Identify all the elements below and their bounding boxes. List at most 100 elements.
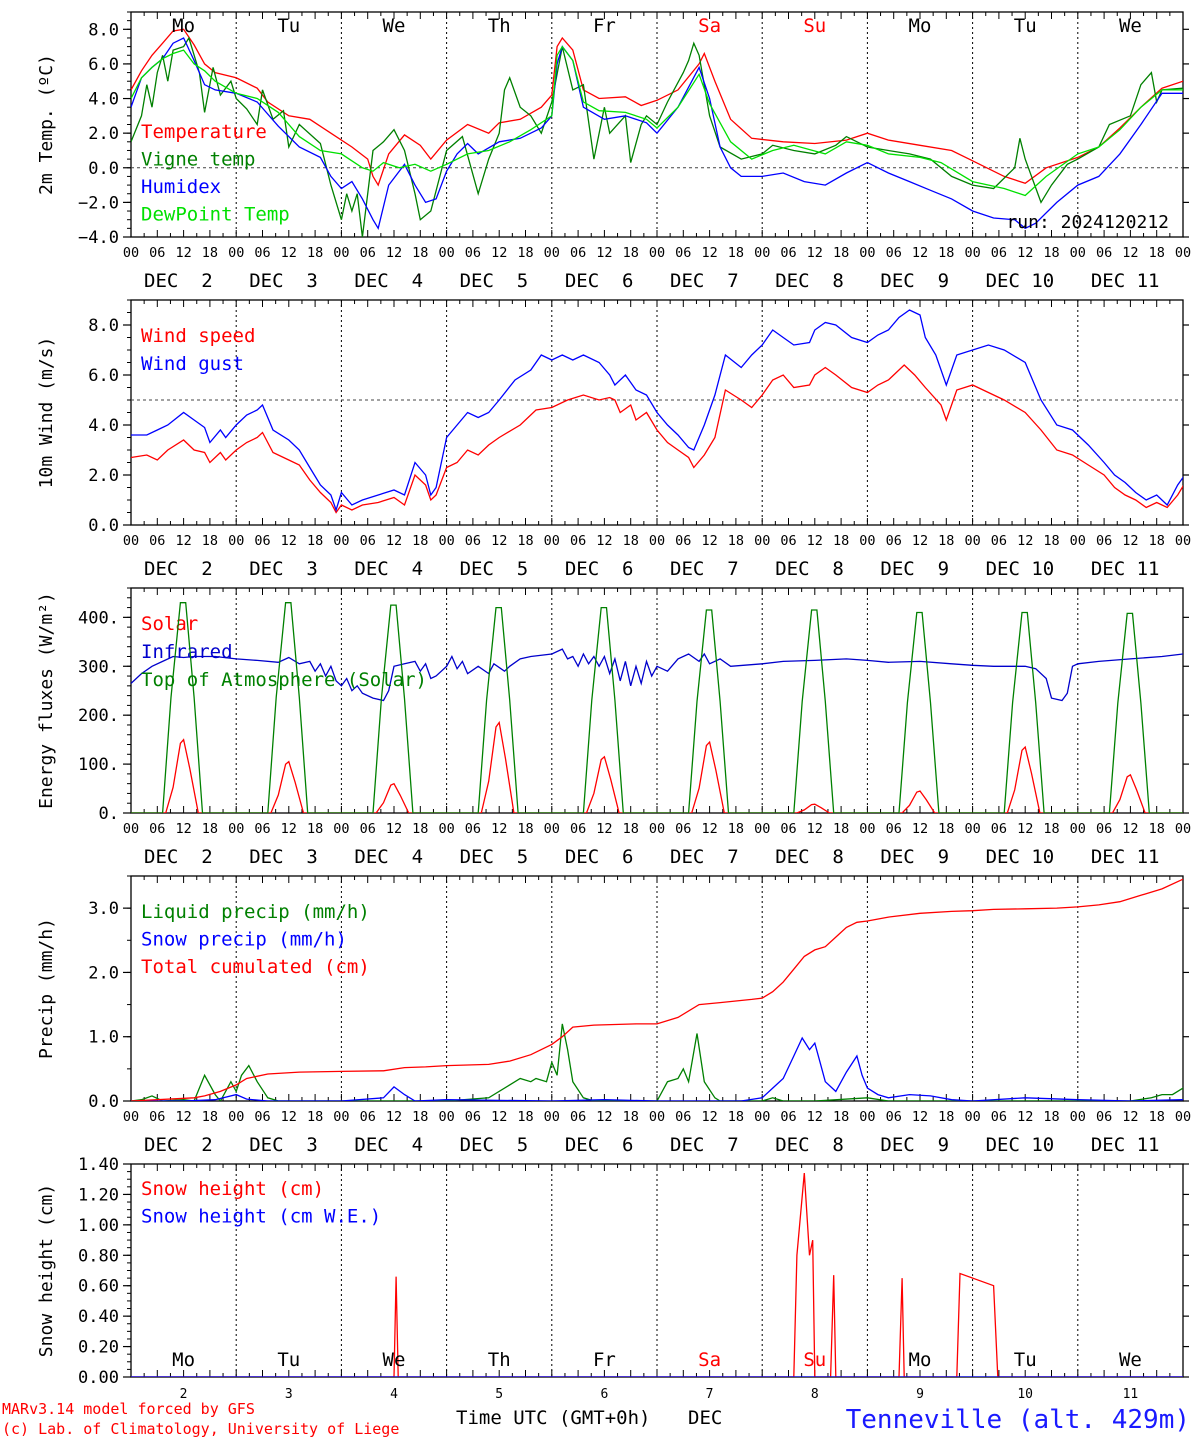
hour-tick-label: 12 [175,1109,191,1125]
hour-tick-label: 00 [1175,1109,1191,1125]
series-line-snow-precip-mm-h- [131,1036,1183,1101]
series-line-snow-height-cm- [131,1173,1183,1377]
meteogram-panels: 8.0 6.0 4.0 2.0 0.0 −2.0 −4.0 2m Temp. (ºC) Temp… [36,11,1191,1402]
date-label: DEC 9 [880,270,949,292]
date-label: DEC 11 [1091,270,1160,292]
panel-wind: 8.0 6.0 4.0 2.0 0.0 10m Wind (m/s) Wind speed W… [36,299,1191,580]
hour-tick-label: 06 [886,245,902,261]
y-axis-label: Precip (mm/h) [36,918,57,1059]
hour-tick-label: 12 [596,533,612,549]
panel-snow: 1.40 1.20 1.00 0.80 0.60 0.40 0.20 0.00 Snow hei… [36,1155,1189,1402]
hour-tick-label: 06 [991,533,1007,549]
date-label: DEC 2 [144,846,213,868]
hour-tick-label: 12 [701,821,717,837]
weekday-label: We [383,15,406,37]
day-number-label: 9 [916,1387,924,1402]
hour-tick-label: 18 [833,821,849,837]
date-label: DEC 4 [354,846,423,868]
hour-tick-label: 06 [360,245,376,261]
hour-tick-label: 18 [1149,245,1165,261]
series-line-liquid-precip-mm-h- [131,1023,1183,1101]
y-tick-label: −4.0 [78,228,119,248]
weekday-label: Mo [172,15,195,37]
legend-vigne-temp: Vigne temp [141,149,255,171]
hour-tick-label: 18 [307,533,323,549]
hour-tick-label: 00 [1175,821,1191,837]
hour-tick-label: 18 [623,821,639,837]
hour-tick-label: 00 [544,821,560,837]
y-tick-label: 2.0 [88,466,119,486]
legend-infrared: Infrared [141,641,233,663]
hour-tick-label: 06 [465,1109,481,1125]
hour-tick-label: 00 [1175,245,1191,261]
hour-tick-label: 06 [886,533,902,549]
hour-tick-label: 00 [964,533,980,549]
hour-tick-label: 18 [517,533,533,549]
hour-tick-label: 12 [386,1109,402,1125]
weekday-label-bottom: Tu [1014,1349,1037,1371]
legend-temperature: Temperature [141,121,267,143]
hour-tick-label: 12 [491,245,507,261]
hour-tick-label: 06 [675,245,691,261]
hour-tick-label: 18 [412,245,428,261]
y-axis-label: 10m Wind (m/s) [36,337,57,489]
legend-top-of-atmosphere-solar-: Top of Atmosphere (Solar) [141,669,427,691]
weekday-label-bottom: We [383,1349,406,1371]
hour-tick-label: 12 [701,245,717,261]
weekday-label-bottom: Su [803,1349,826,1371]
hour-tick-label: 00 [438,821,454,837]
hour-tick-label: 00 [754,821,770,837]
hour-tick-label: 00 [649,821,665,837]
hour-tick-label: 00 [754,533,770,549]
hour-tick-label: 12 [386,533,402,549]
hour-tick-label: 00 [228,533,244,549]
hour-tick-label: 00 [859,533,875,549]
weekday-label-bottom: Tu [277,1349,300,1371]
hour-tick-label: 00 [964,1109,980,1125]
hour-tick-label: 18 [938,245,954,261]
date-label: DEC 11 [1091,1134,1160,1156]
panel-temp: 8.0 6.0 4.0 2.0 0.0 −2.0 −4.0 2m Temp. (ºC) Temp… [36,11,1191,292]
hour-tick-label: 18 [517,245,533,261]
y-tick-label: 6.0 [88,366,119,386]
hour-tick-label: 18 [833,1109,849,1125]
y-tick-label: 0.0 [88,159,119,179]
hour-tick-label: 12 [281,245,297,261]
hour-tick-label: 00 [1070,245,1086,261]
weekday-label-bottom: Th [488,1349,511,1371]
day-number-label: 6 [600,1387,608,1402]
weekday-label: Fr [593,15,616,37]
date-label: DEC 3 [249,846,318,868]
hour-tick-label: 18 [623,245,639,261]
hour-tick-label: 06 [675,1109,691,1125]
date-label: DEC 9 [880,558,949,580]
y-tick-label: 1.20 [78,1185,119,1205]
y-tick-label: 4.0 [88,416,119,436]
legend-snow-precip-mm-h-: Snow precip (mm/h) [141,929,347,951]
series-line-total-cumulated-cm- [131,878,1183,1101]
hour-tick-label: 00 [333,533,349,549]
date-label: DEC 10 [986,558,1055,580]
hour-tick-label: 18 [412,1109,428,1125]
hour-tick-label: 00 [333,1109,349,1125]
hour-tick-label: 12 [596,245,612,261]
hour-tick-label: 12 [1122,245,1138,261]
weekday-label-bottom: Fr [593,1349,616,1371]
run-label: run: 2024120212 [1006,212,1169,233]
y-tick-label: 0.80 [78,1246,119,1266]
hour-tick-label: 18 [833,245,849,261]
panel-precip: 3.0 2.0 1.0 0.0 Precip (mm/h) Liquid precip (… [36,875,1191,1156]
hour-tick-label: 18 [412,821,428,837]
hour-tick-label: 00 [859,821,875,837]
hour-tick-label: 00 [123,245,139,261]
y-tick-label: 3.0 [88,899,119,919]
hour-tick-label: 06 [465,245,481,261]
hour-tick-label: 06 [465,533,481,549]
series-line-humidex [131,37,1183,230]
series-line-vigne-temp [131,36,1183,237]
hour-tick-label: 18 [938,1109,954,1125]
hour-tick-label: 12 [596,1109,612,1125]
hour-tick-label: 06 [1096,821,1112,837]
date-label: DEC 10 [986,270,1055,292]
